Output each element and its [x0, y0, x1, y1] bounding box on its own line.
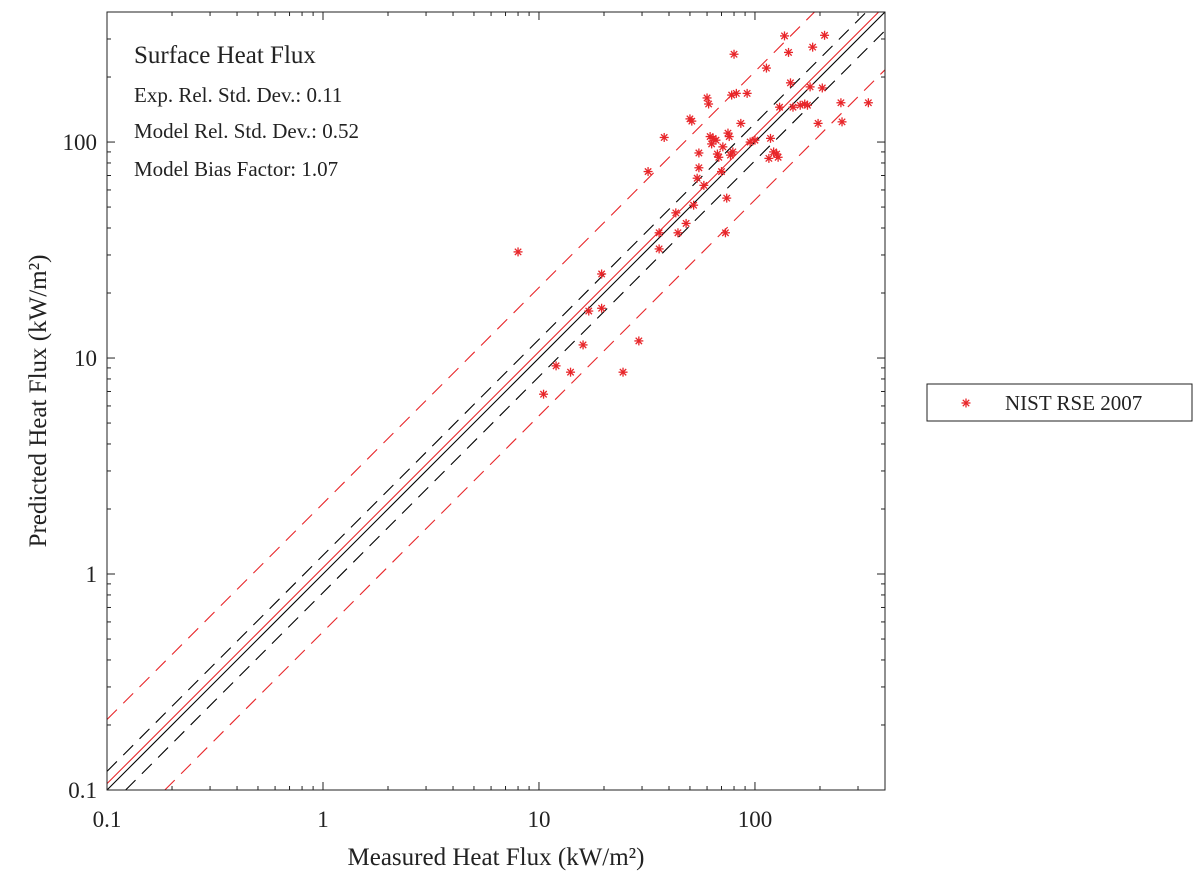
data-point: [566, 367, 576, 377]
data-point: [863, 98, 873, 108]
stat-model-bias-factor: Model Bias Factor: 1.07: [134, 157, 338, 181]
data-point: [761, 63, 771, 73]
data-point: [722, 193, 732, 203]
data-point: [718, 142, 728, 152]
x-tick-label: 1: [317, 807, 329, 832]
data-point: [808, 42, 818, 52]
data-point: [742, 88, 752, 98]
legend-box: [926, 383, 1193, 422]
x-tick-label: 0.1: [93, 807, 122, 832]
data-point: [714, 152, 724, 162]
data-point: [584, 306, 594, 316]
data-point: [784, 47, 794, 57]
model-lower-bound-line: [164, 69, 886, 791]
data-point: [687, 116, 697, 126]
data-point: [689, 200, 699, 210]
data-point: [659, 132, 669, 142]
y-tick-label: 0.1: [68, 778, 97, 803]
x-tick-label: 10: [527, 807, 550, 832]
data-point: [779, 31, 789, 41]
y-tick-label: 1: [86, 562, 98, 587]
data-point: [634, 336, 644, 346]
data-point: [724, 132, 734, 142]
data-points: [513, 30, 873, 399]
data-point: [728, 147, 738, 157]
model-upper-bound-line: [106, 11, 815, 720]
data-point: [750, 135, 760, 145]
data-point: [720, 228, 730, 238]
data-point: [717, 167, 727, 177]
data-point: [704, 99, 714, 109]
data-point: [618, 367, 628, 377]
exp-upper-bound-line: [106, 11, 867, 772]
stat-model-rel-std-dev: Model Rel. Std. Dev.: 0.52: [134, 119, 359, 143]
data-point: [773, 152, 783, 162]
y-tick-label: 10: [74, 346, 97, 371]
data-point: [578, 340, 588, 350]
data-point: [673, 228, 683, 238]
data-point: [551, 361, 561, 371]
stat-exp-rel-std-dev: Exp. Rel. Std. Dev.: 0.11: [134, 83, 342, 107]
data-point: [597, 269, 607, 279]
data-point: [736, 118, 746, 128]
x-axis-label: Measured Heat Flux (kW/m²): [348, 844, 645, 871]
data-point: [597, 303, 607, 313]
data-point: [711, 135, 721, 145]
axis-ticks: [106, 11, 886, 791]
data-point: [671, 208, 681, 218]
data-point: [820, 30, 830, 40]
data-point: [802, 100, 812, 110]
data-point: [694, 148, 704, 158]
data-point: [643, 167, 653, 177]
chart-title: Surface Heat Flux: [134, 42, 316, 69]
data-point: [836, 98, 846, 108]
data-point: [764, 153, 774, 163]
data-point: [694, 163, 704, 173]
x-tick-label: 100: [738, 807, 773, 832]
data-point: [654, 228, 664, 238]
data-point: [513, 247, 523, 257]
data-point: [775, 102, 785, 112]
data-point: [788, 102, 798, 112]
data-point: [817, 83, 827, 93]
legend-entry-label: NIST RSE 2007: [1005, 391, 1142, 415]
data-point: [692, 173, 702, 183]
exp-lower-bound-line: [125, 30, 886, 791]
data-point: [813, 118, 823, 128]
data-point: [702, 93, 712, 103]
data-point: [837, 117, 847, 127]
data-point: [539, 389, 549, 399]
x-tick-labels: 0.1 1 10 100: [93, 807, 773, 832]
data-point: [681, 218, 691, 228]
y-tick-labels: 0.1 1 10 100: [63, 130, 98, 803]
data-point: [795, 100, 805, 110]
y-axis-label: Predicted Heat Flux (kW/m²): [25, 255, 52, 548]
y-tick-label: 100: [63, 130, 98, 155]
legend-asterisk-icon: [961, 398, 971, 408]
plot-frame: [106, 11, 886, 791]
data-point: [785, 78, 795, 88]
data-point: [765, 133, 775, 143]
data-point: [805, 82, 815, 92]
data-point: [729, 49, 739, 59]
data-point: [699, 180, 709, 190]
data-point: [654, 244, 664, 254]
data-point: [731, 88, 741, 98]
legend: NIST RSE 2007: [926, 383, 1193, 422]
legend-marker: [961, 398, 971, 408]
